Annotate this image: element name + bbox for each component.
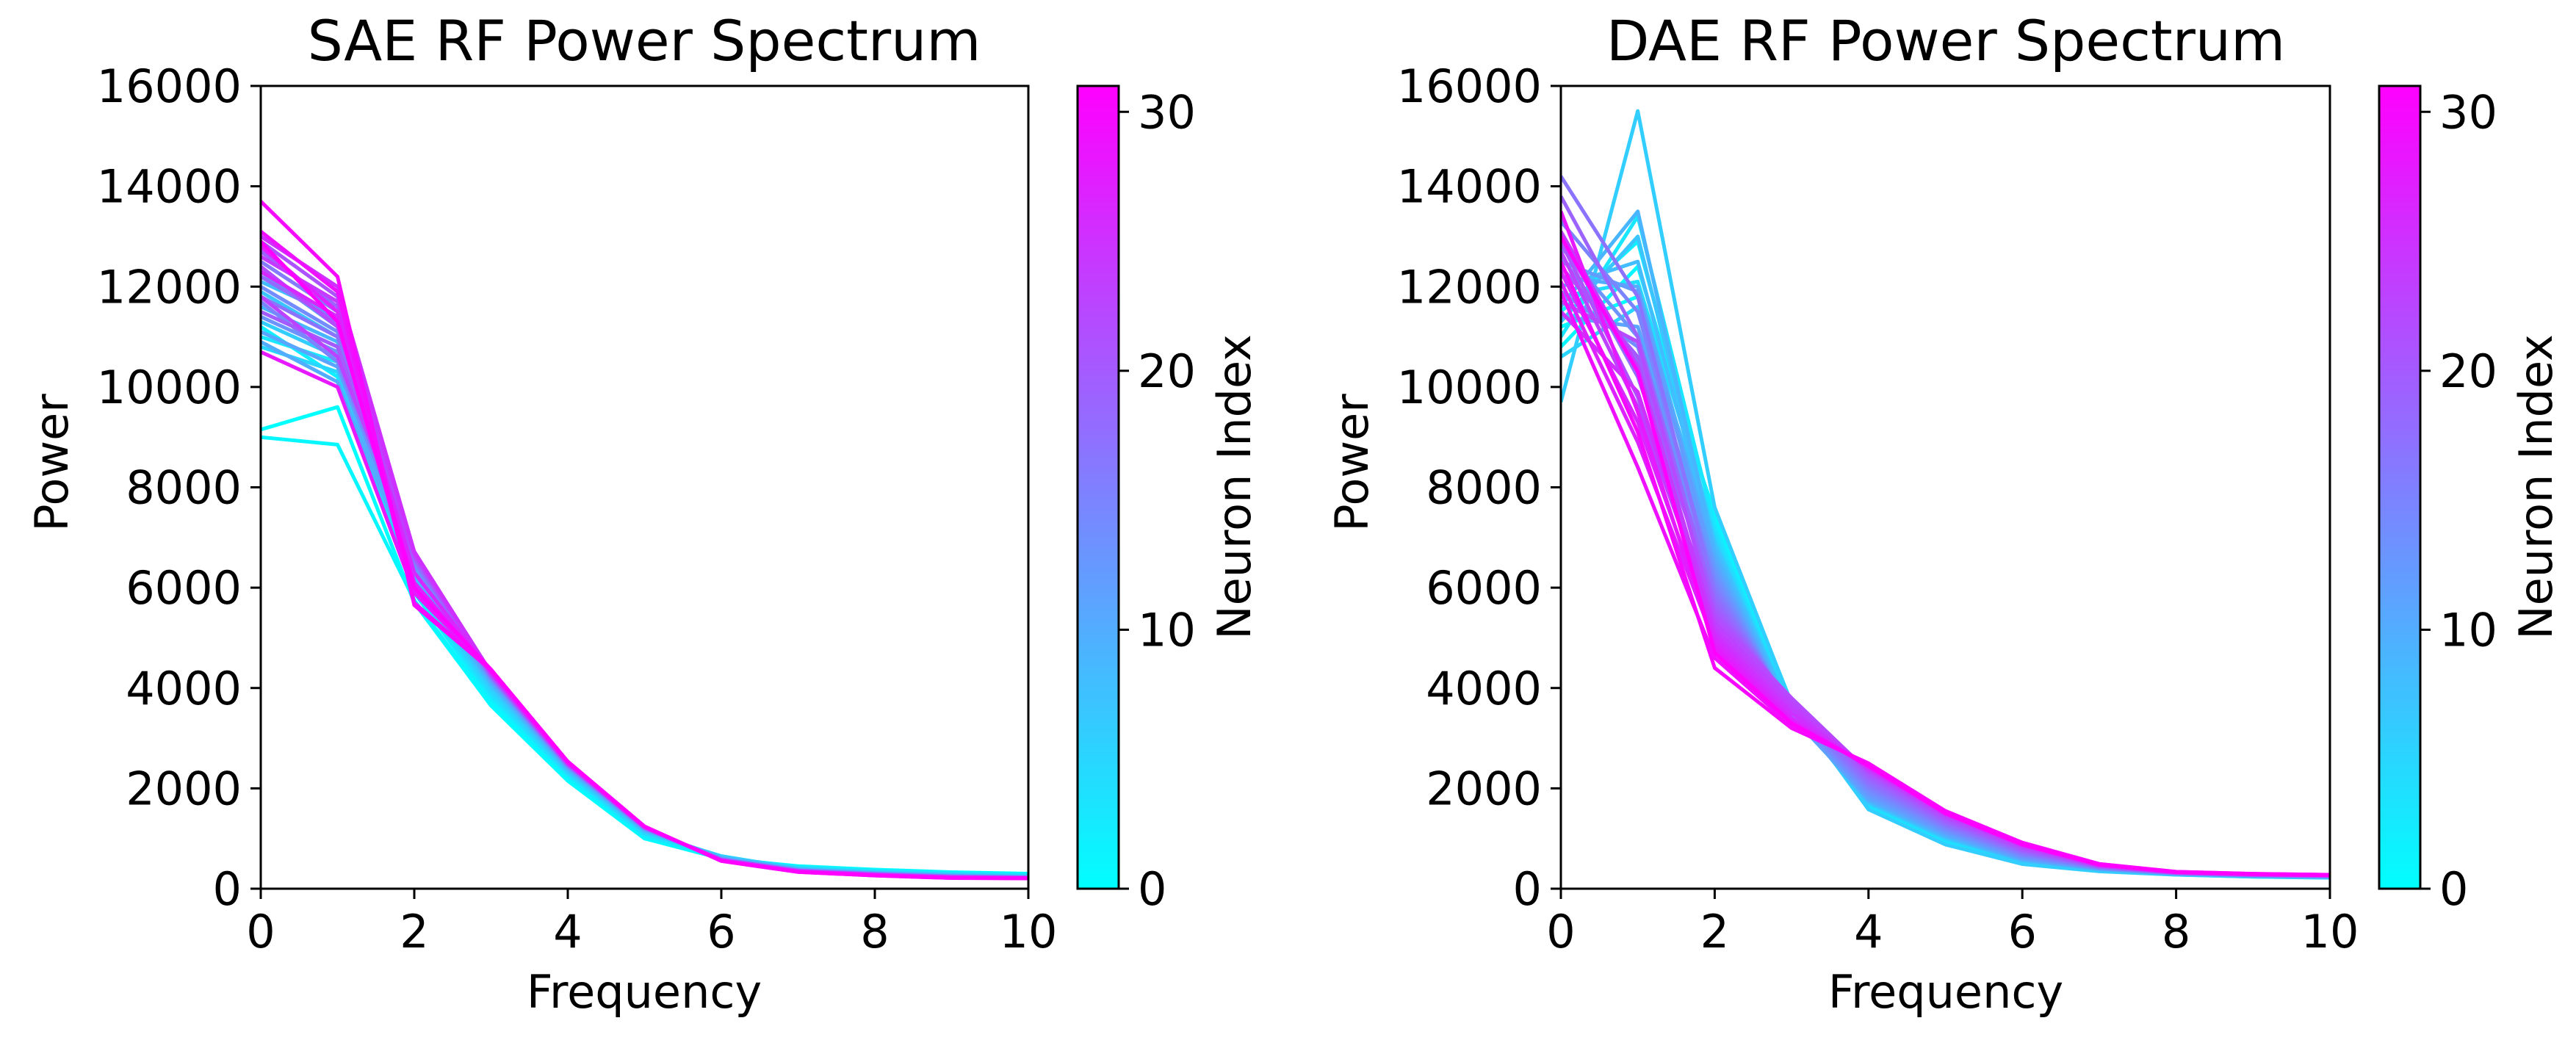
dae-series-line-18: [1561, 235, 2330, 878]
sae-plot-area: 0 2 4 6 8 10 0 2000 4000 6000 8000 10000 12000 14000 1…: [97, 59, 1058, 958]
sae-series-line-16: [261, 260, 1028, 880]
dae-series-line-7: [1561, 234, 2330, 879]
sae-series-line-19: [261, 250, 1028, 880]
sae-chart-title: SAE RF Power Spectrum: [308, 8, 981, 73]
sae-y-tick-label: 12000: [97, 260, 242, 314]
sae-colorbar-tick-label: 0: [1138, 862, 1166, 916]
sae-y-axis-label: Power: [25, 394, 79, 532]
dae-series-line-8: [1561, 259, 2330, 879]
sae-series-line-7: [261, 289, 1028, 879]
sae-series-line-24: [261, 255, 1028, 880]
sae-series-line-29: [261, 230, 1028, 881]
dae-colorbar: [2378, 84, 2422, 890]
sae-series-line-22: [261, 264, 1028, 880]
sae-series-line-17: [261, 295, 1028, 880]
sae-x-tick-label: 8: [860, 905, 889, 958]
dae-y-tick-label: 2000: [1426, 762, 1542, 815]
sae-series-line-30: [261, 200, 1028, 881]
dae-y-tick-label: 4000: [1426, 662, 1542, 715]
dae-y-tick-label: 6000: [1426, 561, 1542, 615]
sae-series-line-8: [261, 280, 1028, 879]
sae-colorbar-label: Neuron Index: [1208, 334, 1261, 640]
dae-series-line-1: [1561, 264, 2330, 880]
sae-series-line-9: [261, 305, 1028, 879]
sae-series-line-18: [261, 275, 1028, 880]
sae-y-tick-label: 2000: [126, 762, 242, 815]
dae-x-axis-label: Frequency: [1828, 965, 2063, 1019]
dae-x-tick-label: 4: [1854, 905, 1883, 958]
sae-x-tick-label: 10: [1000, 905, 1058, 958]
sae-y-tick-label: 14000: [97, 160, 242, 214]
sae-x-tick-label: 2: [400, 905, 428, 958]
dae-colorbar-ticks: 0 10 20 30: [2420, 85, 2497, 916]
sae-colorbar-tick-label: 30: [1138, 85, 1196, 139]
dae-y-tick-label: 12000: [1397, 260, 1542, 314]
dae-chart-title: DAE RF Power Spectrum: [1606, 8, 2285, 73]
sae-x-axis-label: Frequency: [527, 965, 762, 1019]
dae-x-tick-label: 6: [2007, 905, 2036, 958]
dae-y-tick-label: 16000: [1397, 59, 1542, 113]
dae-colorbar-tick-label: 10: [2439, 603, 2497, 657]
dae-y-tick-label: 14000: [1397, 160, 1542, 214]
dae-series-lines: [1561, 109, 2330, 880]
dae-plot-area: 0 2 4 6 8 10 0 2000 4000 6000 8000 10000 12000 14000 1…: [1397, 59, 2359, 958]
sae-y-tick-label: 0: [213, 862, 242, 916]
sae-colorbar: [1076, 84, 1120, 890]
sae-series-line-4: [261, 310, 1028, 878]
sae-panel: SAE RF Power Spectrum Power Frequency 0 2…: [25, 8, 1261, 1019]
dae-series-line-31: [1561, 235, 2330, 878]
dae-y-tick-label: 10000: [1397, 361, 1542, 414]
sae-x-tick-label: 4: [553, 905, 582, 958]
dae-y-tick-label: 0: [1513, 862, 1542, 916]
sae-series-line-20: [261, 310, 1028, 880]
dae-x-tick-label: 8: [2162, 905, 2190, 958]
sae-series-line-25: [261, 234, 1028, 880]
sae-colorbar-tick-label: 20: [1138, 344, 1196, 398]
sae-series-line-27: [261, 245, 1028, 881]
dae-series-line-26: [1561, 270, 2330, 878]
sae-y-tick-label: 4000: [126, 662, 242, 715]
sae-colorbar-ticks: 0 10 20 30: [1119, 85, 1196, 916]
dae-x-tick-label: 10: [2301, 905, 2359, 958]
sae-series-line-15: [261, 300, 1028, 880]
dae-series-line-19: [1561, 195, 2330, 878]
sae-series-lines: [261, 200, 1028, 881]
dae-colorbar-tick-label: 20: [2439, 344, 2497, 398]
dae-series-line-20: [1561, 265, 2330, 878]
sae-y-tick-label: 10000: [97, 361, 242, 414]
sae-series-line-21: [261, 239, 1028, 880]
dae-series-line-12: [1561, 259, 2330, 878]
sae-y-tick-label: 8000: [126, 461, 242, 515]
sae-y-tick-label: 16000: [97, 59, 242, 113]
dae-colorbar-tick-label: 30: [2439, 85, 2497, 139]
sae-series-line-26: [261, 270, 1028, 881]
dae-panel: DAE RF Power Spectrum Power Frequency 0 2…: [1325, 8, 2563, 1019]
dae-y-axis-label: Power: [1325, 394, 1379, 532]
sae-x-tick-label: 0: [246, 905, 275, 958]
dae-series-line-30: [1561, 261, 2330, 877]
sae-series-line-2: [261, 325, 1028, 877]
sae-series-line-23: [261, 295, 1028, 880]
dae-colorbar-label: Neuron Index: [2509, 334, 2563, 640]
dae-x-tick-label: 0: [1546, 905, 1575, 958]
sae-x-tick-label: 6: [707, 905, 735, 958]
sae-series-line-13: [261, 314, 1028, 880]
dae-x-tick-label: 2: [1700, 905, 1729, 958]
sae-y-tick-label: 6000: [126, 561, 242, 615]
sae-series-line-12: [261, 270, 1028, 880]
sae-colorbar-tick-label: 10: [1138, 603, 1196, 657]
dae-y-tick-label: 8000: [1426, 461, 1542, 515]
sae-series-line-6: [261, 319, 1028, 878]
dae-colorbar-tick-label: 0: [2439, 862, 2468, 916]
sae-series-line-31: [261, 240, 1028, 881]
sae-series-line-14: [261, 285, 1028, 880]
